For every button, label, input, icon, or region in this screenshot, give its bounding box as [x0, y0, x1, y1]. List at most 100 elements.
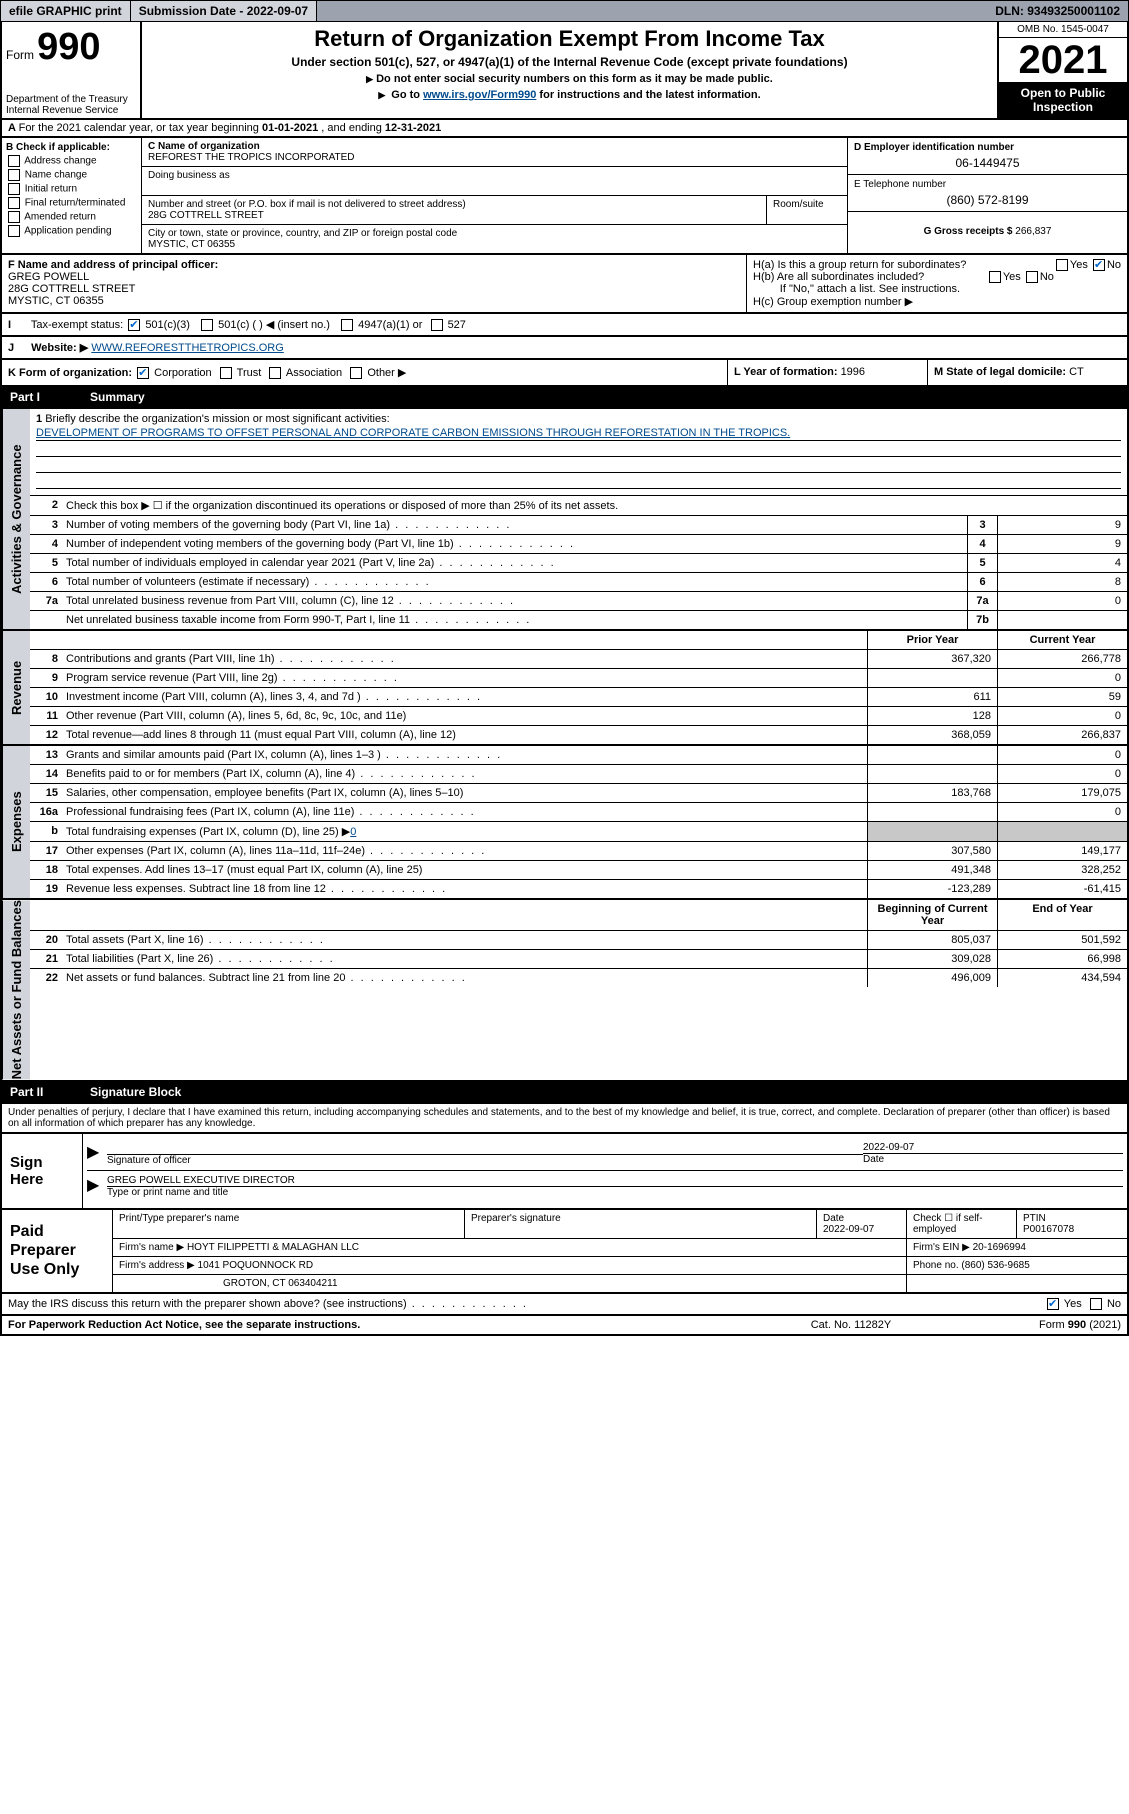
officer-sig-name: GREG POWELL EXECUTIVE DIRECTOR [107, 1175, 1123, 1186]
line15: Salaries, other compensation, employee b… [62, 784, 867, 802]
officer-name: GREG POWELL [8, 271, 89, 283]
line17: Other expenses (Part IX, column (A), lin… [62, 842, 867, 860]
part2-header: Part IISignature Block [0, 1082, 1129, 1104]
line13-curr: 0 [997, 746, 1127, 764]
line14: Benefits paid to or for members (Part IX… [62, 765, 867, 783]
firm-ein: 20-1696994 [973, 1242, 1026, 1253]
chk-final-return[interactable]: Final return/terminated [6, 197, 137, 209]
officer-addr2: MYSTIC, CT 06355 [8, 295, 104, 307]
efile-print-button[interactable]: efile GRAPHIC print [1, 1, 131, 21]
chk-4947[interactable] [341, 319, 353, 331]
col-eoy: End of Year [997, 900, 1127, 930]
cat-no: Cat. No. 11282Y [761, 1319, 941, 1331]
paid-preparer-label: Paid Preparer Use Only [2, 1210, 112, 1292]
chk-amended-return[interactable]: Amended return [6, 211, 137, 223]
side-activities-governance: Activities & Governance [2, 409, 30, 629]
chk-501c3[interactable] [128, 319, 140, 331]
prep-sig-hdr: Preparer's signature [471, 1213, 561, 1224]
line10-prior: 611 [867, 688, 997, 706]
line17-curr: 149,177 [997, 842, 1127, 860]
firm-phone: (860) 536-9685 [961, 1260, 1029, 1271]
line19: Revenue less expenses. Subtract line 18 … [62, 880, 867, 898]
sig-line: Signature of officer [107, 1154, 863, 1166]
chk-527[interactable] [431, 319, 443, 331]
expenses-block: Expenses 13Grants and similar amounts pa… [0, 746, 1129, 900]
chk-corp[interactable] [137, 367, 149, 379]
line21-curr: 66,998 [997, 950, 1127, 968]
paperwork-notice: For Paperwork Reduction Act Notice, see … [8, 1319, 761, 1331]
line22-prior: 496,009 [867, 969, 997, 987]
line13-prior [867, 746, 997, 764]
website-link[interactable]: WWW.REFORESTTHETROPICS.ORG [91, 342, 284, 354]
chk-assoc[interactable] [269, 367, 281, 379]
line1-label: Briefly describe the organization's miss… [45, 413, 389, 425]
line22: Net assets or fund balances. Subtract li… [62, 969, 867, 987]
kl-row: K Form of organization: Corporation Trus… [0, 360, 1129, 387]
form-title: Return of Organization Exempt From Incom… [150, 26, 989, 52]
chk-app-pending[interactable]: Application pending [6, 225, 137, 237]
line17-prior: 307,580 [867, 842, 997, 860]
prep-self-emp: Check ☐ if self-employed [907, 1210, 1017, 1238]
hb-note: If "No," attach a list. See instructions… [753, 283, 1121, 295]
tax-year: 2021 [999, 38, 1127, 82]
side-expenses: Expenses [2, 746, 30, 898]
sign-here-label: Sign Here [2, 1134, 82, 1208]
line16a-prior [867, 803, 997, 821]
instr-ssn: Do not enter social security numbers on … [150, 73, 989, 85]
col-prior: Prior Year [867, 631, 997, 649]
dept-treasury: Department of the Treasury Internal Reve… [6, 94, 136, 116]
line16a: Professional fundraising fees (Part IX, … [62, 803, 867, 821]
chk-address-change[interactable]: Address change [6, 155, 137, 167]
line10-curr: 59 [997, 688, 1127, 706]
line7b: Net unrelated business taxable income fr… [62, 611, 967, 629]
chk-name-change[interactable]: Name change [6, 169, 137, 181]
fgh-row: F Name and address of principal officer:… [0, 255, 1129, 314]
line9-prior [867, 669, 997, 687]
firm-addr1: 1041 POQUONNOCK RD [198, 1260, 314, 1271]
line5-val: 4 [997, 554, 1127, 572]
line3-val: 9 [997, 516, 1127, 534]
side-revenue: Revenue [2, 631, 30, 744]
chk-501c[interactable] [201, 319, 213, 331]
irs-link[interactable]: www.irs.gov/Form990 [423, 89, 536, 101]
street-cell: Number and street (or P.O. box if mail i… [142, 196, 767, 225]
dln: DLN: 93493250001102 [987, 1, 1128, 21]
line8-prior: 367,320 [867, 650, 997, 668]
form-header: Form 990 Department of the Treasury Inte… [0, 22, 1129, 120]
tel-value: (860) 572-8199 [854, 193, 1121, 207]
hb-row: H(b) Are all subordinates included? Yes … [753, 271, 1121, 283]
line10: Investment income (Part VIII, column (A)… [62, 688, 867, 706]
line19-prior: -123,289 [867, 880, 997, 898]
line21: Total liabilities (Part X, line 26) [62, 950, 867, 968]
form-subtitle: Under section 501(c), 527, or 4947(a)(1)… [150, 55, 989, 69]
line9-curr: 0 [997, 669, 1127, 687]
officer-addr1: 28G COTTRELL STREET [8, 283, 135, 295]
entity-grid: B Check if applicable: Address change Na… [0, 138, 1129, 255]
col-current: Current Year [997, 631, 1127, 649]
form-number: 990 [37, 26, 100, 68]
i-row: I Tax-exempt status: 501(c)(3) 501(c) ( … [0, 314, 1129, 337]
ein-cell: D Employer identification number 06-1449… [848, 138, 1127, 175]
chk-trust[interactable] [220, 367, 232, 379]
room-cell: Room/suite [767, 196, 847, 225]
preparer-block: Paid Preparer Use Only Print/Type prepar… [0, 1210, 1129, 1294]
form-ref: Form 990 (2021) [941, 1319, 1121, 1331]
chk-initial-return[interactable]: Initial return [6, 183, 137, 195]
org-name: REFOREST THE TROPICS INCORPORATED [148, 152, 355, 163]
line8: Contributions and grants (Part VIII, lin… [62, 650, 867, 668]
open-to-public: Open to Public Inspection [999, 82, 1127, 118]
line3: Number of voting members of the governin… [62, 516, 967, 534]
line20-curr: 501,592 [997, 931, 1127, 949]
col-boc: Beginning of Current Year [867, 900, 997, 930]
firm-name: HOYT FILIPPETTI & MALAGHAN LLC [187, 1242, 359, 1253]
discuss-yes[interactable] [1047, 1298, 1059, 1310]
line21-prior: 309,028 [867, 950, 997, 968]
discuss-row: May the IRS discuss this return with the… [0, 1294, 1129, 1316]
discuss-no[interactable] [1090, 1298, 1102, 1310]
activities-governance-block: Activities & Governance 1 Briefly descri… [0, 409, 1129, 631]
chk-other[interactable] [350, 367, 362, 379]
line12: Total revenue—add lines 8 through 11 (mu… [62, 726, 867, 744]
line7b-val [997, 611, 1127, 629]
org-name-cell: C Name of organization REFOREST THE TROP… [142, 138, 847, 167]
row-a-taxyear: A For the 2021 calendar year, or tax yea… [0, 120, 1129, 138]
